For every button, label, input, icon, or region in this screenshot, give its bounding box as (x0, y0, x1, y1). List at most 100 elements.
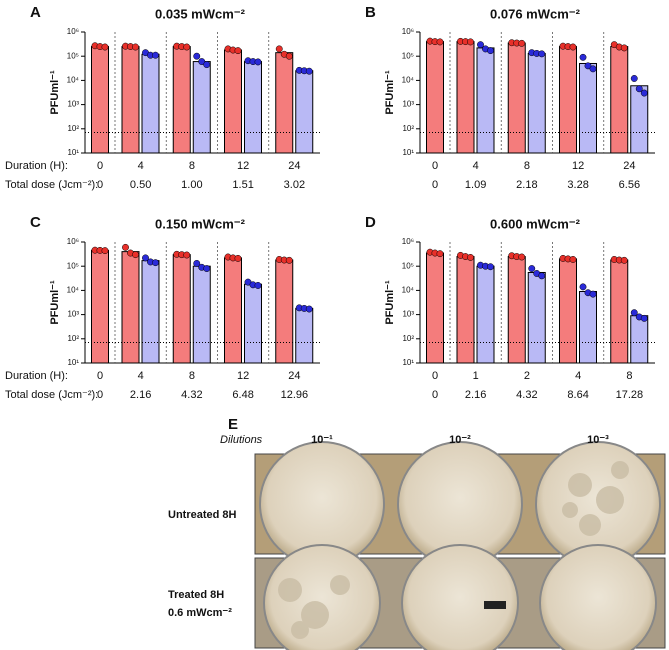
bar (295, 70, 314, 154)
dose-label: 2.16 (465, 389, 486, 401)
x-tick-label: 0 (432, 370, 438, 382)
data-point (305, 67, 313, 75)
data-point (589, 65, 597, 73)
dose-label: 0 (97, 389, 103, 401)
dose-label: 12.96 (281, 389, 309, 401)
dose-label: 2.16 (130, 389, 151, 401)
y-tick-label: 10⁴ (402, 286, 415, 295)
data-point (487, 263, 494, 271)
data-point (203, 265, 211, 272)
data-point (285, 256, 293, 264)
bar (121, 46, 140, 154)
bar (476, 265, 495, 364)
y-tick-label: 10⁶ (402, 27, 414, 36)
dose-label: 3.28 (567, 179, 588, 191)
dilution: 10⁻³ (587, 434, 609, 446)
row-label: Duration (H): (5, 370, 68, 382)
dose-label: 2.18 (516, 179, 537, 191)
y-tick-label: 10¹ (67, 148, 79, 157)
bar (121, 251, 140, 364)
panel-label: E (228, 416, 238, 433)
data-point (101, 43, 109, 51)
data-point (152, 259, 159, 267)
x-tick-label: 8 (189, 370, 195, 382)
data-point (528, 265, 536, 272)
bar (244, 283, 262, 364)
bar (630, 315, 649, 364)
data-point (620, 44, 628, 52)
y-tick-label: 10³ (67, 310, 79, 319)
y-tick-label: 10³ (402, 100, 414, 109)
photo (254, 441, 666, 650)
x-tick-label: 0 (432, 160, 438, 172)
dose-label: 4.32 (181, 389, 202, 401)
y-tick-label: 10⁵ (402, 51, 414, 60)
bar (91, 249, 109, 364)
bar (91, 46, 109, 154)
data-point (122, 243, 129, 251)
data-point (630, 309, 638, 317)
bar (244, 61, 262, 154)
data-point (589, 290, 597, 298)
data-point (234, 47, 242, 55)
data-point (203, 61, 211, 69)
bar (559, 46, 577, 154)
data-point (518, 253, 526, 261)
bar (141, 260, 160, 364)
dose-label: 1.09 (465, 179, 486, 191)
x-tick-label: 0 (97, 160, 103, 172)
bar (224, 49, 242, 154)
row-label: Total dose (Jcm⁻²): (5, 389, 98, 401)
bar (426, 41, 444, 154)
dilution: 10⁻¹ (311, 434, 333, 446)
y-tick-label: 10¹ (67, 358, 79, 367)
data-point (183, 251, 191, 259)
x-tick-label: 0 (97, 370, 103, 382)
bar (192, 265, 211, 364)
y-tick-label: 10² (402, 124, 414, 133)
bar (559, 258, 577, 364)
y-tick-label: 10⁶ (67, 27, 79, 36)
data-point (193, 259, 201, 267)
row-label: Treated 8H (168, 589, 224, 601)
bar (295, 307, 314, 364)
data-point (518, 39, 526, 47)
x-tick-label: 12 (237, 370, 249, 382)
data-point (630, 75, 638, 82)
x-tick-label: 8 (524, 160, 530, 172)
dose-label: 6.48 (232, 389, 253, 401)
dose-label: 0.50 (130, 179, 151, 191)
row-sublabel: 0.6 mWcm⁻² (168, 607, 232, 619)
data-point (193, 52, 201, 60)
data-point (254, 282, 262, 289)
bar (507, 256, 526, 364)
x-tick-label: 12 (237, 160, 249, 172)
panel-label: B (365, 4, 376, 21)
y-tick-label: 10⁵ (67, 261, 79, 270)
data-point (487, 47, 494, 55)
data-point (254, 58, 262, 66)
data-point (620, 256, 628, 264)
bar (426, 252, 444, 364)
x-tick-label: 12 (572, 160, 584, 172)
bar (275, 259, 294, 364)
data-point (538, 50, 546, 58)
x-tick-label: 1 (473, 370, 479, 382)
data-point (436, 38, 444, 46)
y-axis-label: PFUml⁻¹ (384, 70, 396, 115)
dilutions-label: Dilutions (220, 434, 263, 446)
chart-title: 0.035 mWcm⁻² (155, 6, 246, 21)
x-tick-label: 4 (138, 160, 144, 172)
data-point (569, 43, 577, 51)
dose-label: 8.64 (567, 389, 588, 401)
y-tick-label: 10⁴ (402, 76, 415, 85)
y-axis-label: PFUml⁻¹ (384, 280, 396, 325)
data-point (132, 251, 139, 259)
data-point (579, 283, 587, 291)
y-tick-label: 10⁶ (402, 237, 414, 246)
y-tick-label: 10⁴ (67, 76, 80, 85)
y-tick-label: 10³ (402, 310, 414, 319)
dose-label: 0 (432, 389, 438, 401)
data-point (538, 272, 546, 280)
